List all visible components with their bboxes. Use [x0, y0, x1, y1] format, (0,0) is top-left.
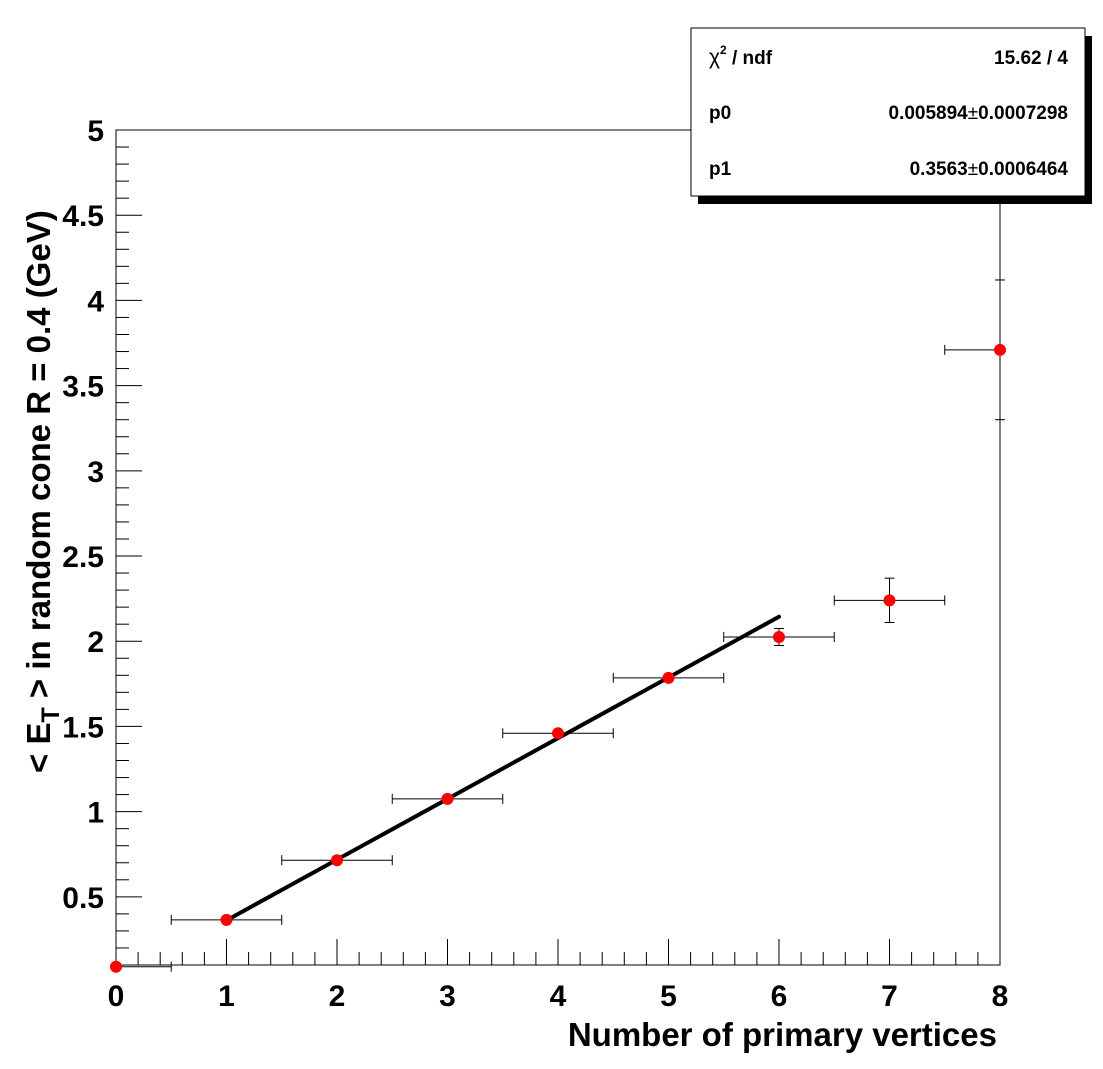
chi2-superscript: 2 — [720, 43, 727, 57]
x-tick-label: 2 — [329, 980, 346, 1013]
data-point — [441, 792, 454, 805]
y-tick-label: 2.5 — [62, 541, 104, 574]
y-tick-labels: 0.5 1 1.5 2 2.5 3 3.5 4 4.5 5 — [62, 115, 104, 915]
y-tick-label: 1 — [87, 797, 104, 830]
chi2-ndf-text: / ndf — [727, 48, 773, 69]
stats-box-body — [690, 27, 1086, 197]
data-point — [883, 594, 896, 607]
data-point — [994, 343, 1006, 356]
p1-central: 0.3563 — [910, 159, 968, 180]
x-tick-label: 6 — [771, 980, 788, 1013]
y-axis-title-prefix: < E — [20, 723, 57, 773]
x-axis-title: Number of primary vertices — [568, 1016, 997, 1053]
y-tick-label: 3 — [87, 456, 104, 489]
data-point — [331, 854, 343, 867]
x-tick-label: 5 — [660, 980, 677, 1013]
p1-error: 0.0006464 — [978, 159, 1068, 180]
fit-line — [224, 614, 781, 923]
p0-pm-symbol: ± — [968, 103, 978, 124]
y-axis-title: < ET > in random cone R = 0.4 (GeV) — [20, 210, 65, 773]
p0-central: 0.005894 — [888, 103, 968, 124]
chi2-label: χ2 / ndf — [709, 43, 773, 69]
data-point — [662, 671, 675, 684]
p1-label: p1 — [709, 159, 732, 180]
data-point — [110, 960, 122, 973]
p0-label: p0 — [709, 103, 731, 124]
y-tick-label: 5 — [87, 115, 104, 148]
x-tick-label: 7 — [881, 980, 898, 1013]
x-tick-label: 1 — [218, 980, 235, 1013]
y-axis-title-suffix: > in random cone R = 0.4 (GeV) — [20, 210, 57, 707]
y-tick-label: 1.5 — [62, 711, 104, 744]
plot-frame — [115, 129, 1001, 966]
x-tick-label: 0 — [108, 980, 125, 1013]
p0-error: 0.0007298 — [978, 103, 1068, 124]
y-axis-title-subscript: T — [37, 707, 65, 722]
x-tick-label: 3 — [439, 980, 456, 1013]
fit-stats-box: χ2 / ndf 15.62 / 4 p0 0.005894±0.0007298… — [690, 27, 1092, 204]
x-tick-label: 8 — [992, 980, 1009, 1013]
y-tick-label: 2 — [87, 626, 104, 659]
axis-ticks — [115, 129, 1001, 966]
chi2-symbol: χ — [709, 46, 720, 69]
y-tick-label: 4 — [87, 285, 104, 318]
p0-value: 0.005894±0.0007298 — [888, 103, 1068, 124]
p1-pm-symbol: ± — [968, 159, 978, 180]
x-tick-labels: 0 1 2 3 4 5 6 7 8 — [108, 980, 1009, 1013]
y-tick-label: 4.5 — [62, 200, 104, 233]
data-point — [773, 630, 785, 643]
y-tick-label: 0.5 — [62, 882, 104, 915]
chi2-value: 15.62 / 4 — [994, 48, 1068, 69]
p1-value: 0.3563±0.0006464 — [910, 159, 1069, 180]
x-tick-label: 4 — [550, 980, 567, 1013]
data-point — [220, 913, 233, 926]
data-markers — [110, 343, 1006, 973]
y-tick-label: 3.5 — [62, 371, 104, 404]
data-point — [552, 727, 564, 740]
